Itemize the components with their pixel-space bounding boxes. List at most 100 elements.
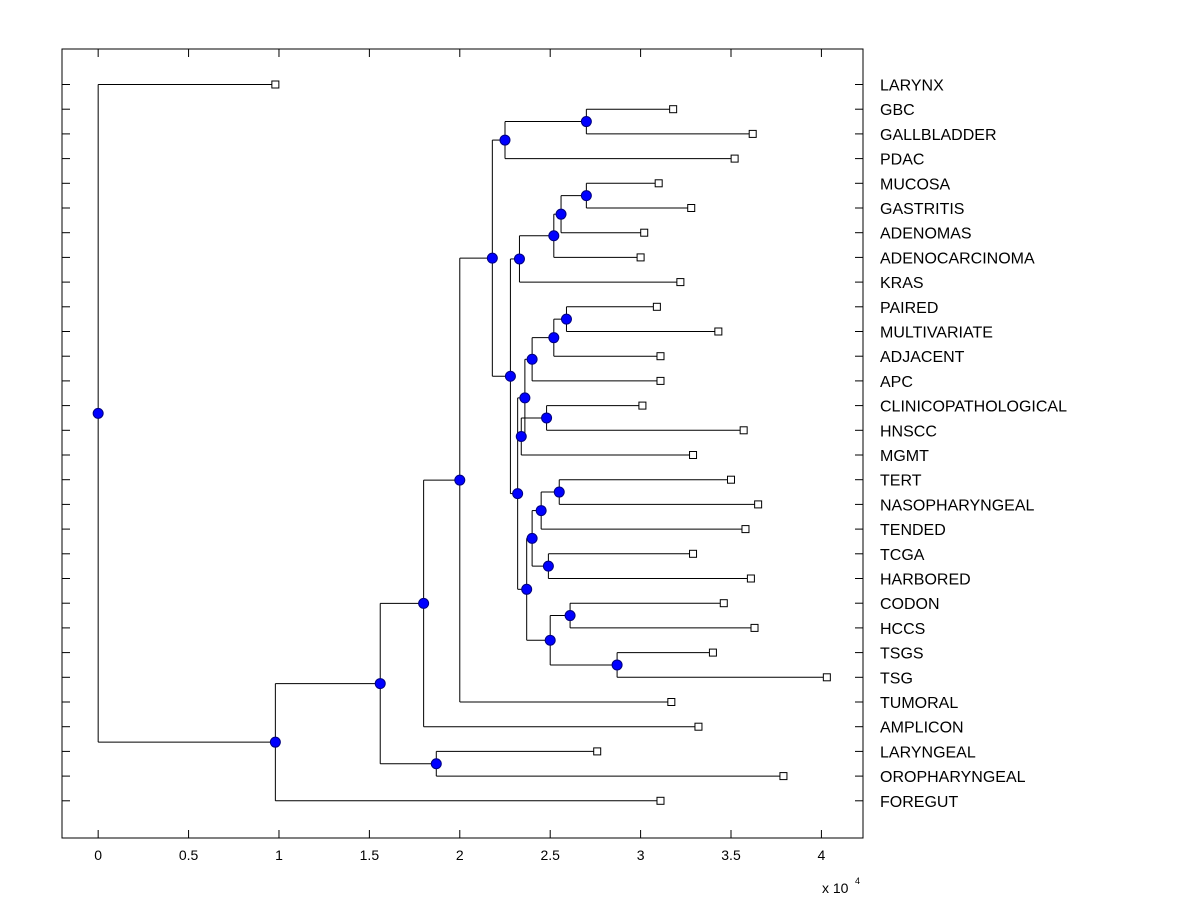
x-tick-label: 1 <box>275 847 283 863</box>
leaf-marker <box>656 796 665 805</box>
leaf-label: MUCOSA <box>880 176 951 193</box>
dendrogram-links <box>97 84 827 802</box>
leaf-label: CODON <box>880 596 940 613</box>
leaf-marker <box>656 376 665 385</box>
leaf-label: TUMORAL <box>880 695 958 712</box>
leaf-label: ADENOMAS <box>880 226 972 243</box>
leaf-label: PAIRED <box>880 300 938 317</box>
x-tick-label: 3 <box>637 847 645 863</box>
leaf-marker <box>676 278 685 287</box>
leaf-marker <box>741 525 750 534</box>
leaf-marker <box>779 772 788 781</box>
leaf-label: GALLBLADDER <box>880 127 997 144</box>
leaf-marker <box>652 302 661 311</box>
leaf-label: LARYNGEAL <box>880 744 976 761</box>
merge-node <box>548 230 560 242</box>
merge-node <box>544 634 556 646</box>
leaf-label: TENDED <box>880 522 946 539</box>
leaf-label: ADENOCARCINOMA <box>880 250 1035 267</box>
leaf-label: AMPLICON <box>880 720 964 737</box>
merge-node <box>374 678 386 690</box>
merge-node <box>515 430 527 442</box>
merge-node <box>535 505 547 517</box>
merge-node <box>560 313 572 325</box>
leaf-marker <box>730 154 739 163</box>
leaf-marker <box>822 673 831 682</box>
leaf-label: MGMT <box>880 448 929 465</box>
leaf-label: CLINICOPATHOLOGICAL <box>880 399 1067 416</box>
leaf-marker <box>708 648 717 657</box>
merge-node <box>611 659 623 671</box>
leaf-marker <box>687 204 696 212</box>
x-tick-label: 3.5 <box>721 847 741 863</box>
merge-node <box>548 332 560 344</box>
leaf-label: LARYNX <box>880 78 944 95</box>
x-tick-label: 1.5 <box>360 847 380 863</box>
merge-node <box>92 407 104 419</box>
merge-node <box>521 583 533 595</box>
leaf-marker <box>694 722 703 731</box>
leaf-marker <box>719 599 728 608</box>
merge-node <box>512 488 524 500</box>
merge-node <box>269 736 281 748</box>
merge-node <box>486 252 498 264</box>
merge-node <box>542 560 554 572</box>
x-tick-label: 2.5 <box>540 847 560 863</box>
leaf-marker <box>271 80 280 89</box>
merge-node <box>499 134 511 146</box>
leaf-label: ADJACENT <box>880 349 965 366</box>
leaf-label: TCGA <box>880 547 925 564</box>
merge-node <box>513 253 525 265</box>
leaf-label: HNSCC <box>880 423 937 440</box>
leaf-label: OROPHARYNGEAL <box>880 769 1026 786</box>
leaf-marker <box>739 426 748 435</box>
merge-node <box>430 758 442 770</box>
x-scale-label: x 10 <box>822 880 849 896</box>
leaf-marker <box>750 623 759 632</box>
leaf-label: NASOPHARYNGEAL <box>880 497 1035 514</box>
leaf-label: TSG <box>880 670 913 687</box>
merge-node <box>454 474 466 486</box>
merge-node <box>580 116 592 128</box>
leaf-marker <box>640 228 649 237</box>
leaf-marker <box>746 574 755 583</box>
leaf-label: APC <box>880 374 913 391</box>
leaf-marker <box>656 352 665 361</box>
leaf-marker <box>593 747 602 756</box>
merge-node <box>580 190 592 202</box>
leaf-marker <box>714 327 723 336</box>
merge-node <box>564 610 576 622</box>
leaf-marker <box>748 129 757 138</box>
leaf-marker <box>689 549 698 558</box>
x-tick-label: 2 <box>456 847 464 863</box>
axes-box <box>61 48 864 839</box>
leaf-label: FOREGUT <box>880 794 958 811</box>
leaf-label: TSGS <box>880 646 924 663</box>
merge-node <box>553 486 565 498</box>
leaf-marker <box>689 451 698 459</box>
merge-node <box>526 353 538 365</box>
leaf-label: MULTIVARIATE <box>880 325 993 342</box>
leaf-label: PDAC <box>880 152 924 169</box>
x-tick-label: 4 <box>818 847 826 863</box>
leaf-marker <box>638 401 647 410</box>
leaf-marker <box>727 475 736 484</box>
leaf-label: HCCS <box>880 621 925 638</box>
merge-node <box>504 370 516 382</box>
merge-node <box>418 597 430 609</box>
leaf-marker <box>667 698 676 706</box>
x-scale-exponent: 4 <box>855 876 860 886</box>
leaf-marker <box>636 253 645 262</box>
leaf-marker <box>669 105 678 114</box>
merge-node <box>541 412 553 424</box>
leaf-label: GASTRITIS <box>880 201 964 218</box>
leaf-label: KRAS <box>880 275 924 292</box>
leaf-label: TERT <box>880 473 922 490</box>
merge-node <box>555 208 567 220</box>
leaf-label: GBC <box>880 102 915 119</box>
leaf-marker <box>754 500 763 509</box>
x-tick-label: 0 <box>94 847 102 863</box>
merge-node <box>519 392 531 404</box>
leaf-label: HARBORED <box>880 572 971 589</box>
